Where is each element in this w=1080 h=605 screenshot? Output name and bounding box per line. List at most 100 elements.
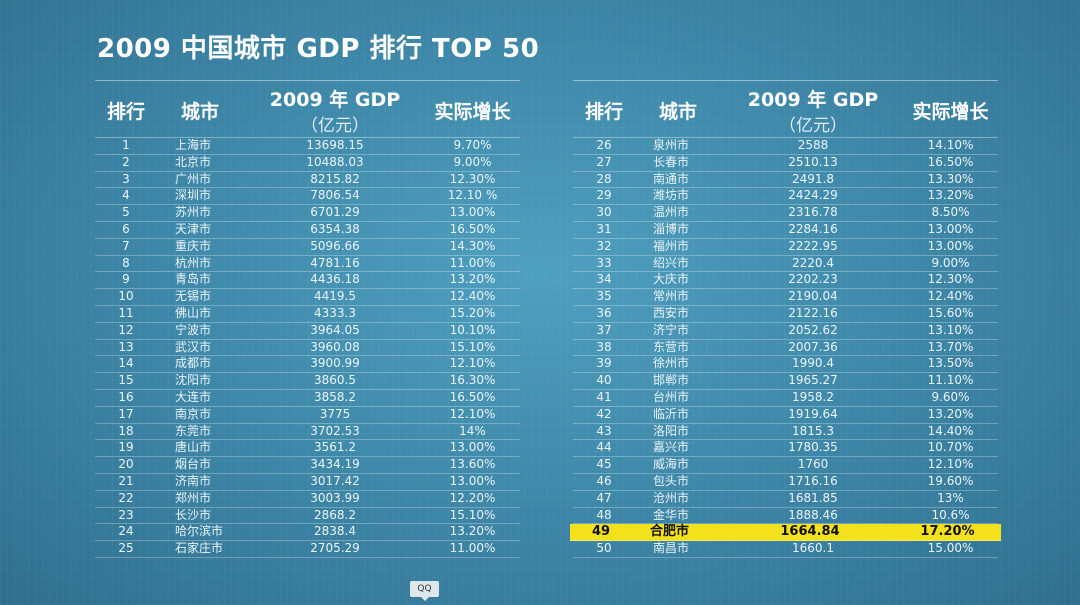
table-row: 34 大庆市 2202.23 12.30% xyxy=(573,272,998,290)
table-row: 16 大连市 3858.2 16.50% xyxy=(95,390,520,407)
city-cell: 威海市 xyxy=(653,457,690,472)
qq-badge[interactable]: QQ xyxy=(410,581,439,601)
gdp-cell: 1965.27 xyxy=(788,373,838,388)
city-cell: 深圳市 xyxy=(175,188,212,203)
rank-cell: 10 xyxy=(118,289,134,304)
table-row: 38 东营市 2007.36 13.70% xyxy=(573,340,998,357)
city-cell: 徐州市 xyxy=(653,356,690,371)
table-row: 48 金华市 1888.46 10.6% xyxy=(573,508,998,525)
city-cell: 苏州市 xyxy=(175,205,212,220)
rank-cell: 8 xyxy=(122,255,130,270)
growth-cell: 15.10% xyxy=(449,339,496,354)
gdp-cell: 1780.35 xyxy=(788,440,838,455)
table-row: 24 哈尔滨市 2838.4 13.20% xyxy=(95,524,520,542)
header-unit: （亿元） xyxy=(779,116,847,136)
gdp-cell: 3960.08 xyxy=(310,339,360,354)
gdp-cell: 3017.42 xyxy=(310,473,360,488)
city-cell: 包头市 xyxy=(653,473,690,488)
growth-cell: 12.10 % xyxy=(447,188,498,203)
growth-cell: 16.50% xyxy=(927,154,974,169)
city-cell: 南通市 xyxy=(653,171,690,186)
city-cell: 天津市 xyxy=(175,221,212,236)
gdp-cell: 1660.1 xyxy=(792,541,834,556)
rank-cell: 25 xyxy=(118,541,134,556)
rank-cell: 6 xyxy=(122,221,130,236)
table-row: 43 洛阳市 1815.3 14.40% xyxy=(573,424,998,441)
city-cell: 长沙市 xyxy=(175,507,212,522)
table-row: 35 常州市 2190.04 12.40% xyxy=(573,289,998,306)
gdp-cell: 6701.29 xyxy=(310,205,360,220)
growth-cell: 9.60% xyxy=(931,389,970,404)
rank-cell: 22 xyxy=(118,490,134,505)
gdp-cell: 1990.4 xyxy=(792,356,834,371)
city-cell: 佛山市 xyxy=(175,305,212,320)
rank-cell: 50 xyxy=(596,541,612,556)
rank-cell: 17 xyxy=(118,406,134,421)
growth-cell: 13.20% xyxy=(449,524,496,539)
growth-cell: 13.00% xyxy=(449,473,496,488)
city-cell: 绍兴市 xyxy=(653,255,690,270)
table-row: 42 临沂市 1919.64 13.20% xyxy=(573,407,998,424)
table-row: 6 天津市 6354.38 16.50% xyxy=(95,222,520,239)
gdp-cell: 1760 xyxy=(797,457,829,472)
rank-cell: 20 xyxy=(118,457,134,472)
table-row: 40 邯郸市 1965.27 11.10% xyxy=(573,373,998,390)
city-cell: 北京市 xyxy=(175,154,212,169)
rank-cell: 24 xyxy=(118,524,134,539)
gdp-cell: 13698.15 xyxy=(306,138,364,152)
growth-cell: 13.00% xyxy=(449,440,496,455)
gdp-cell: 1664.84 xyxy=(780,524,840,540)
table-row: 17 南京市 3775 12.10% xyxy=(95,407,520,424)
rank-cell: 26 xyxy=(596,138,612,152)
city-cell: 淄博市 xyxy=(653,221,690,236)
city-cell: 长春市 xyxy=(653,154,690,169)
table-row: 28 南通市 2491.8 13.30% xyxy=(573,172,998,189)
city-cell: 东莞市 xyxy=(175,423,212,438)
rank-cell: 1 xyxy=(122,138,130,152)
growth-cell: 13.30% xyxy=(927,171,974,186)
gdp-cell: 2705.29 xyxy=(310,541,360,556)
table-row: 7 重庆市 5096.66 14.30% xyxy=(95,239,520,256)
growth-cell: 17.20% xyxy=(920,524,975,540)
rank-cell: 34 xyxy=(596,272,612,287)
rank-cell: 11 xyxy=(118,305,134,320)
city-cell: 石家庄市 xyxy=(175,541,224,556)
rank-cell: 37 xyxy=(596,322,612,337)
growth-cell: 16.50% xyxy=(449,389,496,404)
gdp-cell: 2190.04 xyxy=(788,289,838,304)
table-body: 26 泉州市 2588 14.10% 27 长春市 2510.13 16.50% 28 南通市 24… xyxy=(570,137,1001,558)
growth-cell: 13.00% xyxy=(449,205,496,220)
growth-cell: 12.40% xyxy=(449,289,496,304)
table-row: 50 南昌市 1660.1 15.00% xyxy=(573,541,998,558)
gdp-cell: 4419.5 xyxy=(314,289,356,304)
rank-cell: 48 xyxy=(596,507,612,522)
rank-cell: 16 xyxy=(118,389,134,404)
gdp-cell: 3775 xyxy=(319,406,351,421)
gdp-cell: 5096.66 xyxy=(310,238,360,253)
growth-cell: 13.20% xyxy=(927,406,974,421)
rank-cell: 49 xyxy=(591,524,611,540)
gdp-cell: 2220.4 xyxy=(792,255,834,270)
city-cell: 成都市 xyxy=(175,356,212,371)
growth-cell: 15.20% xyxy=(449,305,496,320)
table-row: 41 台州市 1958.2 9.60% xyxy=(573,390,998,407)
table-row: 1 上海市 13698.15 9.70% xyxy=(95,138,520,155)
gdp-cell: 2838.4 xyxy=(314,524,356,539)
growth-cell: 11.00% xyxy=(449,541,496,556)
gdp-cell: 2122.16 xyxy=(788,305,838,320)
gdp-cell: 3860.5 xyxy=(314,373,356,388)
table-row: 31 淄博市 2284.16 13.00% xyxy=(573,222,998,239)
growth-cell: 10.10% xyxy=(449,322,496,337)
table-row: 5 苏州市 6701.29 13.00% xyxy=(95,205,520,222)
table-row: 9 青岛市 4436.18 13.20% xyxy=(95,272,520,290)
rank-cell: 35 xyxy=(596,289,612,304)
growth-cell: 16.30% xyxy=(449,373,496,388)
rank-cell: 38 xyxy=(596,339,612,354)
city-cell: 福州市 xyxy=(653,238,690,253)
rank-cell: 46 xyxy=(596,473,612,488)
growth-cell: 8.50% xyxy=(931,205,970,220)
gdp-cell: 1888.46 xyxy=(788,507,838,522)
city-cell: 沧州市 xyxy=(653,490,690,505)
table-row-highlighted: 49 合肥市 1664.84 17.20% xyxy=(570,524,1001,542)
table-row: 25 石家庄市 2705.29 11.00% xyxy=(95,541,520,558)
